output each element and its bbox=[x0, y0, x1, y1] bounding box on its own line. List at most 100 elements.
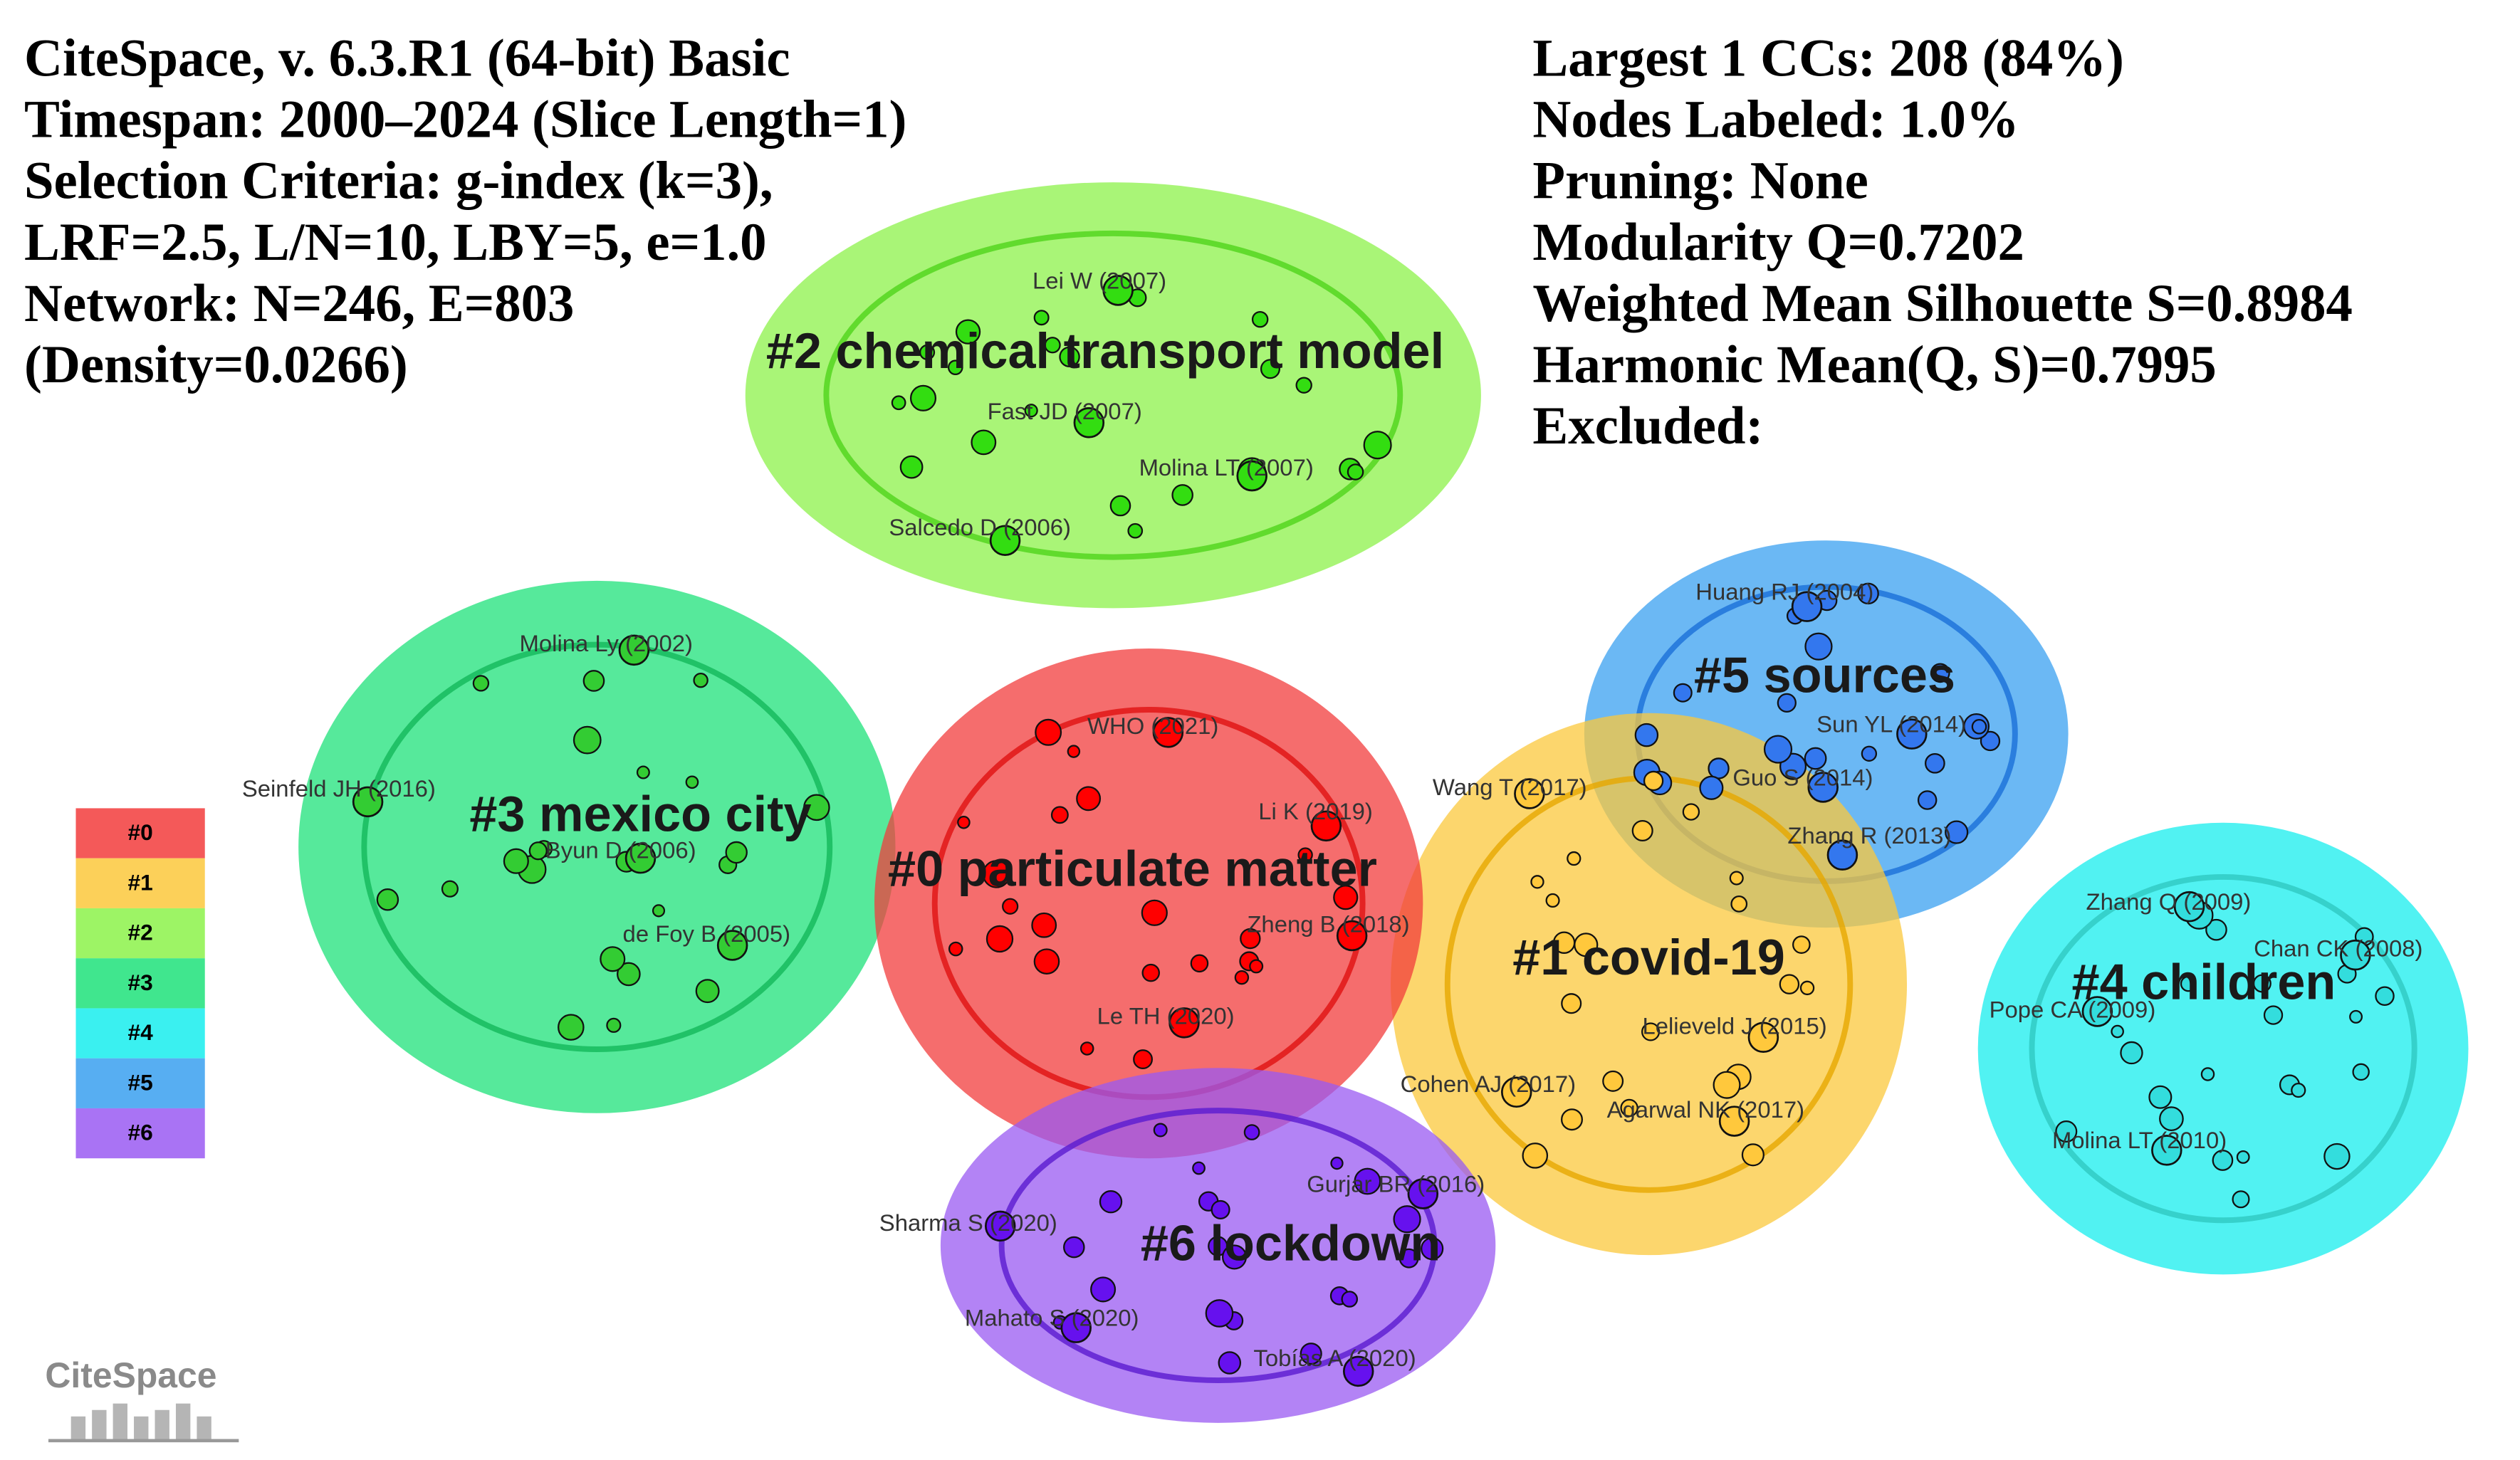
node bbox=[1109, 495, 1131, 517]
node bbox=[1980, 730, 2001, 752]
node bbox=[1641, 1022, 1661, 1041]
node bbox=[1243, 1124, 1260, 1140]
node bbox=[1251, 310, 1269, 328]
legend-swatch bbox=[75, 958, 205, 1009]
header-line: Largest 1 CCs: 208 (84%) bbox=[1532, 29, 2123, 88]
node bbox=[957, 816, 971, 829]
node bbox=[1033, 948, 1060, 975]
node bbox=[1347, 463, 1364, 480]
node bbox=[1330, 1156, 1344, 1170]
node bbox=[1060, 1312, 1092, 1343]
node bbox=[2349, 1009, 2363, 1024]
node bbox=[1421, 1236, 1444, 1261]
cluster-label: #0 particulate matter bbox=[888, 841, 1377, 897]
node bbox=[1552, 931, 1576, 954]
node-label: Seinfeld JH (2016) bbox=[242, 775, 436, 802]
node-label: Lei W (2007) bbox=[1032, 267, 1166, 293]
node bbox=[1729, 871, 1744, 886]
node bbox=[2340, 939, 2371, 971]
node bbox=[1804, 632, 1833, 661]
node bbox=[693, 672, 709, 688]
node-label: Gurjar BR (2016) bbox=[1307, 1170, 1485, 1197]
node bbox=[1153, 1123, 1168, 1138]
node bbox=[1099, 1190, 1123, 1214]
node bbox=[1073, 407, 1105, 438]
node bbox=[984, 1210, 1016, 1242]
node bbox=[803, 794, 830, 821]
node-label: Guo S (2014) bbox=[1732, 764, 1873, 790]
node bbox=[582, 670, 605, 692]
legend-label: #3 bbox=[127, 970, 152, 995]
node bbox=[1718, 1105, 1750, 1137]
header-line: Pruning: None bbox=[1532, 152, 1868, 211]
node bbox=[1076, 786, 1102, 812]
node bbox=[352, 786, 384, 818]
node bbox=[1634, 723, 1659, 747]
node bbox=[2148, 1085, 2173, 1109]
node bbox=[1925, 752, 1945, 774]
legend-swatch bbox=[75, 908, 205, 959]
node bbox=[2151, 1135, 2182, 1166]
node-label: Sharma S (2020) bbox=[879, 1209, 1057, 1236]
node bbox=[1333, 885, 1359, 910]
node bbox=[947, 359, 963, 375]
node bbox=[1031, 912, 1057, 938]
node bbox=[2055, 1120, 2078, 1143]
node bbox=[652, 904, 666, 918]
node bbox=[606, 1017, 622, 1033]
node bbox=[685, 775, 699, 789]
node bbox=[1067, 745, 1081, 758]
legend-swatch bbox=[75, 1108, 205, 1159]
node-label: Wang T (2017) bbox=[1433, 774, 1587, 800]
legend-label: #1 bbox=[127, 869, 152, 895]
node bbox=[1602, 1070, 1624, 1092]
node bbox=[985, 925, 1014, 953]
header-line: Excluded: bbox=[1532, 396, 1763, 456]
cluster-label: #5 sources bbox=[1694, 647, 1955, 703]
cluster-label: #6 lockdown bbox=[1141, 1214, 1441, 1271]
node bbox=[1699, 775, 1724, 800]
node bbox=[2212, 1150, 2234, 1171]
node bbox=[503, 848, 529, 874]
node bbox=[1236, 460, 1267, 492]
node bbox=[1168, 1007, 1200, 1039]
node bbox=[1741, 1143, 1764, 1167]
logo-bar bbox=[197, 1416, 211, 1439]
node bbox=[2180, 975, 2197, 992]
node bbox=[2252, 974, 2271, 993]
legend-label: #6 bbox=[127, 1120, 152, 1145]
legend-swatch bbox=[75, 1008, 205, 1059]
cluster-label: #3 mexico city bbox=[469, 786, 811, 842]
node bbox=[2205, 918, 2227, 941]
node bbox=[899, 455, 924, 479]
node bbox=[1398, 1248, 1419, 1269]
node-label: Huang RJ (2004) bbox=[1695, 579, 1873, 605]
node bbox=[2200, 1067, 2215, 1081]
node bbox=[989, 525, 1021, 556]
cluster-area bbox=[745, 182, 1481, 609]
node-label: Salcedo D (2006) bbox=[889, 514, 1071, 540]
node bbox=[618, 634, 650, 666]
node bbox=[1708, 757, 1730, 779]
node bbox=[1673, 683, 1693, 703]
node-label: Byun D (2006) bbox=[545, 836, 696, 863]
node bbox=[1090, 1276, 1117, 1303]
node bbox=[695, 979, 720, 1004]
node bbox=[2236, 1150, 2250, 1164]
node bbox=[2120, 1041, 2143, 1065]
header-line: Nodes Labeled: 1.0% bbox=[1532, 90, 2019, 149]
node bbox=[1297, 847, 1313, 863]
node bbox=[1310, 810, 1342, 842]
node bbox=[1240, 928, 1261, 950]
node bbox=[1514, 778, 1545, 809]
node bbox=[1747, 1022, 1779, 1053]
logo-bar bbox=[70, 1416, 86, 1439]
node bbox=[2263, 1005, 2284, 1025]
node bbox=[1791, 591, 1823, 622]
node-label: Mahato S (2020) bbox=[965, 1305, 1139, 1331]
node bbox=[1354, 1167, 1381, 1195]
node bbox=[2111, 1024, 2124, 1039]
node-label: Li K (2019) bbox=[1258, 798, 1373, 824]
node bbox=[1033, 310, 1050, 326]
